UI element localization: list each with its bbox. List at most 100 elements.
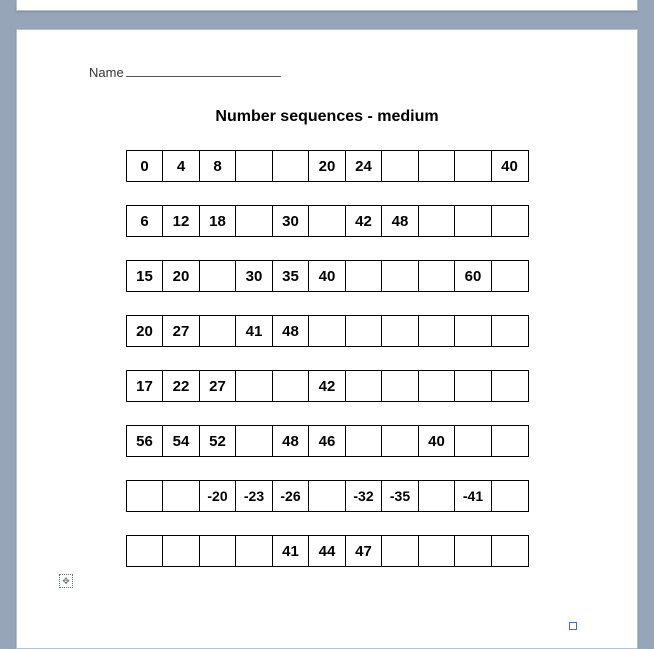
sequence-cell: 0 bbox=[126, 150, 164, 182]
sequence-cell: 52 bbox=[199, 425, 237, 457]
sequence-cell bbox=[126, 535, 164, 567]
previous-page-edge bbox=[16, 0, 638, 11]
sequence-row: 048 2024 40 bbox=[67, 150, 587, 182]
sequence-cell: 42 bbox=[308, 370, 346, 402]
sequence-cell bbox=[381, 315, 419, 347]
sequence-cell bbox=[199, 535, 237, 567]
sequence-cell: 41 bbox=[272, 535, 310, 567]
sequence-cell: 20 bbox=[162, 260, 200, 292]
sequence-cell bbox=[381, 150, 419, 182]
sequence-cell bbox=[418, 260, 456, 292]
sequence-cell: 18 bbox=[199, 205, 237, 237]
sequence-cell bbox=[418, 205, 456, 237]
sequence-cell: 48 bbox=[381, 205, 419, 237]
resize-handle-icon bbox=[569, 622, 577, 630]
sequence-cell: 46 bbox=[308, 425, 346, 457]
sequence-cell: 12 bbox=[162, 205, 200, 237]
sequence-cell bbox=[491, 370, 529, 402]
sequence-cell bbox=[454, 315, 492, 347]
sequence-cell: -20 bbox=[199, 480, 237, 512]
sequence-cell: 40 bbox=[418, 425, 456, 457]
sequence-cell: 54 bbox=[162, 425, 200, 457]
sequence-cell: 48 bbox=[272, 315, 310, 347]
name-underline bbox=[126, 76, 281, 77]
sequence-cell bbox=[491, 260, 529, 292]
sequence-cell: 22 bbox=[162, 370, 200, 402]
sequence-cell bbox=[454, 370, 492, 402]
sequence-cell: 24 bbox=[345, 150, 383, 182]
sequence-cell: 35 bbox=[272, 260, 310, 292]
sequence-cell: 6 bbox=[126, 205, 164, 237]
sequence-cell bbox=[199, 260, 237, 292]
sequence-cell bbox=[418, 150, 456, 182]
sequence-row: 2027 4148 bbox=[67, 315, 587, 347]
sequence-cell bbox=[491, 480, 529, 512]
sequence-cell bbox=[199, 315, 237, 347]
sequence-cell bbox=[235, 535, 273, 567]
sequence-cell bbox=[308, 480, 346, 512]
sequence-cell: -32 bbox=[345, 480, 383, 512]
sequence-cell: 47 bbox=[345, 535, 383, 567]
sequence-cell bbox=[308, 315, 346, 347]
sequence-cell: 40 bbox=[491, 150, 529, 182]
sequence-cell bbox=[345, 315, 383, 347]
sequence-cell: -26 bbox=[272, 480, 310, 512]
sequence-cell: 27 bbox=[199, 370, 237, 402]
sequence-cell bbox=[235, 205, 273, 237]
sequence-cell bbox=[235, 370, 273, 402]
sequence-cell bbox=[418, 535, 456, 567]
sequence-cell: 4 bbox=[162, 150, 200, 182]
sequence-cell: 30 bbox=[235, 260, 273, 292]
sequence-cell: 27 bbox=[162, 315, 200, 347]
table-anchor-icon: ✥ bbox=[59, 574, 73, 588]
sequence-row: 414447 bbox=[67, 535, 587, 567]
sequence-cell bbox=[162, 480, 200, 512]
sequence-cell bbox=[272, 150, 310, 182]
sequence-row: 61218 30 4248 bbox=[67, 205, 587, 237]
name-field: Name bbox=[89, 65, 587, 80]
sequence-cell bbox=[381, 425, 419, 457]
sequence-cell: 20 bbox=[126, 315, 164, 347]
sequence-cell: 17 bbox=[126, 370, 164, 402]
sequence-cell: 41 bbox=[235, 315, 273, 347]
sequence-cell: -41 bbox=[454, 480, 492, 512]
worksheet-page: Name Number sequences - medium 048202440… bbox=[16, 29, 638, 649]
sequence-cell bbox=[418, 315, 456, 347]
sequence-cell bbox=[454, 150, 492, 182]
sequence-cell: 56 bbox=[126, 425, 164, 457]
worksheet-title: Number sequences - medium bbox=[67, 108, 587, 126]
sequence-row: 1520 303540 60 bbox=[67, 260, 587, 292]
sequence-cell bbox=[272, 370, 310, 402]
sequence-cell: 8 bbox=[199, 150, 237, 182]
sequence-cell: 44 bbox=[308, 535, 346, 567]
sequence-cell: 42 bbox=[345, 205, 383, 237]
sequence-cell bbox=[491, 535, 529, 567]
sequence-cell bbox=[308, 205, 346, 237]
name-label: Name bbox=[89, 65, 124, 80]
sequence-cell: 20 bbox=[308, 150, 346, 182]
sequence-cell bbox=[381, 370, 419, 402]
sequence-cell bbox=[162, 535, 200, 567]
sequence-cell bbox=[345, 370, 383, 402]
sequence-row: -20-23-26 -32-35 -41 bbox=[67, 480, 587, 512]
sequence-cell bbox=[381, 260, 419, 292]
sequence-cell bbox=[454, 425, 492, 457]
sequence-cell bbox=[418, 480, 456, 512]
sequence-cell bbox=[345, 425, 383, 457]
sequence-cell bbox=[126, 480, 164, 512]
sequence-cell bbox=[418, 370, 456, 402]
sequence-cell: 48 bbox=[272, 425, 310, 457]
sequence-cell bbox=[345, 260, 383, 292]
sequence-cell bbox=[235, 425, 273, 457]
sequence-cell: 15 bbox=[126, 260, 164, 292]
sequence-cell bbox=[454, 205, 492, 237]
sequence-cell: 60 bbox=[454, 260, 492, 292]
sequence-row: 172227 42 bbox=[67, 370, 587, 402]
sequence-cell bbox=[491, 425, 529, 457]
sequence-cell: -23 bbox=[235, 480, 273, 512]
sequence-cell bbox=[235, 150, 273, 182]
sequences-container: 0482024406121830424815203035406020274148… bbox=[67, 150, 587, 567]
sequence-cell: 40 bbox=[308, 260, 346, 292]
sequence-cell: 30 bbox=[272, 205, 310, 237]
sequence-cell: -35 bbox=[381, 480, 419, 512]
